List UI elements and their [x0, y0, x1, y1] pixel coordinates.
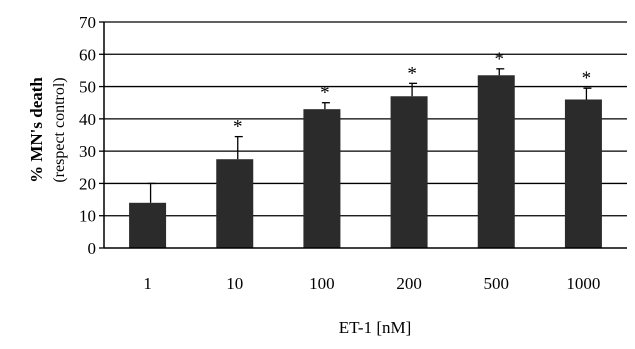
x-tick-label: 10: [226, 274, 243, 293]
y-tick-label: 70: [79, 13, 96, 32]
bar: [303, 109, 341, 249]
y-tick-labels: 0 10 20 30 40 50 60 70: [79, 13, 96, 258]
bar: [216, 159, 254, 248]
bar: [129, 202, 167, 248]
axes: [103, 22, 627, 249]
x-tick-label: 500: [484, 274, 510, 293]
y-tick-label: 0: [88, 239, 97, 258]
x-axis-label: ET-1 [nM]: [339, 318, 412, 337]
x-tick-label: 200: [396, 274, 422, 293]
y-tick-label: 20: [79, 174, 96, 193]
gridlines: [99, 21, 627, 249]
significance-marker: *: [233, 117, 243, 138]
y-tick-label: 10: [79, 207, 96, 226]
significance-marker: *: [320, 83, 330, 104]
bar: [564, 99, 602, 248]
y-tick-label: 30: [79, 142, 96, 161]
significance-marker: *: [407, 63, 417, 84]
x-tick-label: 1000: [566, 274, 600, 293]
y-axis-sublabel: (respect control): [51, 77, 68, 182]
bars-group: * * * * *: [129, 49, 602, 249]
y-tick-label: 50: [79, 78, 96, 97]
bar: [390, 96, 428, 248]
bar: [477, 75, 515, 249]
x-tick-label: 100: [309, 274, 335, 293]
x-tick-labels: 1 10 100 200 500 1000: [143, 274, 600, 293]
significance-marker: *: [582, 68, 592, 89]
x-tick-label: 1: [143, 274, 152, 293]
y-tick-label: 40: [79, 110, 96, 129]
y-axis-label: % MN's death: [27, 77, 46, 183]
y-tick-label: 60: [79, 45, 96, 64]
significance-marker: *: [495, 49, 505, 70]
